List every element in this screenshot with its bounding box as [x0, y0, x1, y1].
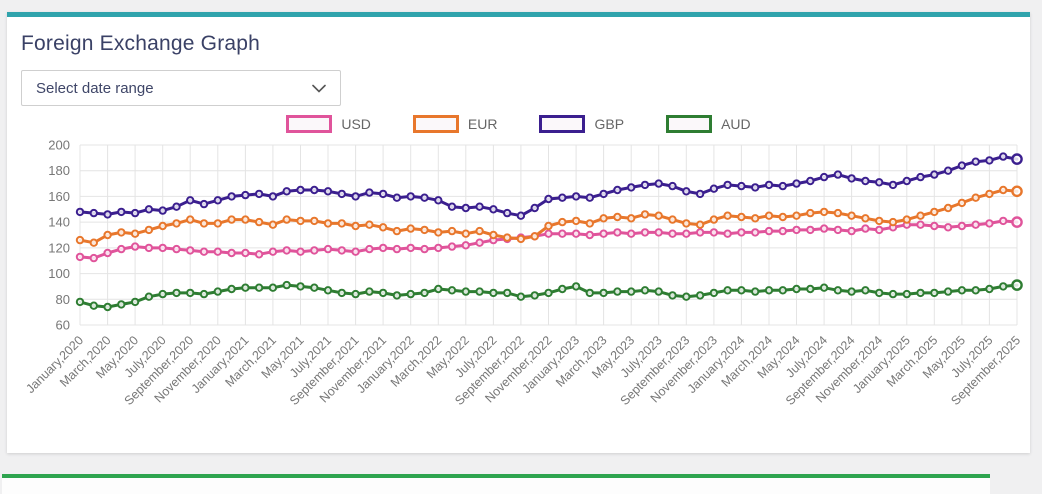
legend-label: USD — [341, 116, 371, 132]
svg-text:80: 80 — [56, 292, 70, 307]
svg-text:100: 100 — [48, 266, 70, 281]
legend-swatch-usd — [286, 115, 333, 133]
legend-swatch-eur — [412, 115, 459, 133]
legend-item-eur[interactable]: EUR — [412, 115, 498, 133]
svg-text:60: 60 — [56, 318, 70, 333]
svg-text:140: 140 — [48, 215, 70, 230]
svg-text:180: 180 — [48, 163, 70, 178]
series-gbp[interactable] — [75, 152, 1023, 220]
page-title: Foreign Exchange Graph — [21, 32, 261, 55]
legend-label: GBP — [594, 116, 625, 132]
date-range-select-value: Select date range — [36, 79, 154, 97]
next-section-divider — [2, 474, 990, 494]
legend-label: AUD — [721, 116, 751, 132]
foreign-exchange-line-chart[interactable]: 60 80 100 120 140 160 180 200January,2020March,… — [15, 137, 1031, 432]
legend-item-aud[interactable]: AUD — [666, 115, 751, 133]
legend-item-usd[interactable]: USD — [286, 115, 371, 133]
exchange-graph-card: Foreign Exchange Graph Select date range… — [7, 12, 1030, 453]
legend-swatch-gbp — [539, 115, 586, 133]
date-range-select[interactable]: Select date range — [21, 70, 341, 106]
series-aud[interactable] — [75, 279, 1023, 312]
series-eur[interactable] — [75, 185, 1023, 247]
legend-label: EUR — [467, 116, 498, 132]
svg-text:160: 160 — [48, 189, 70, 204]
chart-legend: USD EUR GBP AUD — [15, 115, 1022, 133]
legend-swatch-aud — [666, 115, 713, 133]
svg-text:120: 120 — [48, 240, 70, 255]
chevron-down-icon — [312, 84, 326, 93]
legend-item-gbp[interactable]: GBP — [539, 115, 624, 133]
svg-text:200: 200 — [48, 138, 70, 153]
x-grid-and-ticks: January,2020March,2020May,2020July,2020S… — [23, 145, 1023, 408]
